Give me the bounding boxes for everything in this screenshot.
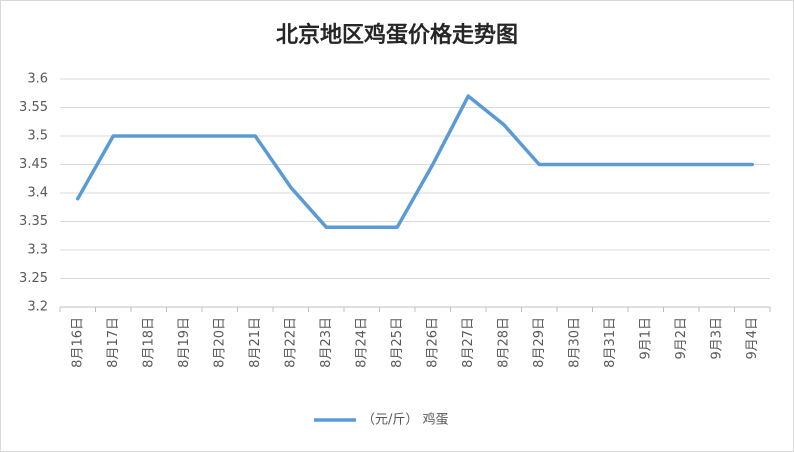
x-tick-label: 9月3日 (709, 317, 724, 360)
x-tick-label: 8月16日 (70, 317, 85, 368)
data-line (76, 94, 754, 229)
legend-label: （元/斤） 鸡蛋 (362, 412, 449, 428)
y-tick-label: 3.2 (27, 300, 48, 315)
x-tick-label: 8月20日 (212, 317, 227, 368)
x-tick-label: 9月4日 (745, 317, 760, 360)
y-tick-label: 3.4 (27, 186, 48, 201)
y-tick-label: 3.6 (27, 72, 48, 87)
x-tick-label: 8月24日 (354, 317, 369, 368)
x-tick-label: 8月19日 (177, 317, 192, 368)
x-tick-label: 8月21日 (248, 317, 263, 368)
x-tick-label: 8月30日 (567, 317, 582, 368)
x-tick-label: 8月17日 (106, 317, 121, 368)
y-tick-label: 3.5 (27, 129, 48, 144)
x-tick-label: 8月28日 (496, 317, 511, 368)
y-tick-label: 3.35 (19, 214, 48, 229)
x-tick-label: 9月2日 (674, 317, 689, 360)
x-tick-label: 8月25日 (390, 317, 405, 368)
y-tick-label: 3.3 (27, 243, 48, 258)
x-tick-label: 8月18日 (141, 317, 156, 368)
y-tick-label: 3.55 (19, 100, 48, 115)
x-tick-label: 8月22日 (283, 317, 298, 368)
x-tick-label: 8月29日 (532, 317, 547, 368)
y-tick-label: 3.45 (19, 157, 48, 172)
x-tick-label: 8月31日 (603, 317, 618, 368)
x-tick-label: 8月23日 (319, 317, 334, 368)
x-tick-label: 9月1日 (638, 317, 653, 360)
y-tick-label: 3.25 (19, 271, 48, 286)
x-tick-label: 8月26日 (425, 317, 440, 368)
x-tick-label: 8月27日 (461, 317, 476, 368)
chart-title: 北京地区鸡蛋价格走势图 (276, 22, 518, 48)
